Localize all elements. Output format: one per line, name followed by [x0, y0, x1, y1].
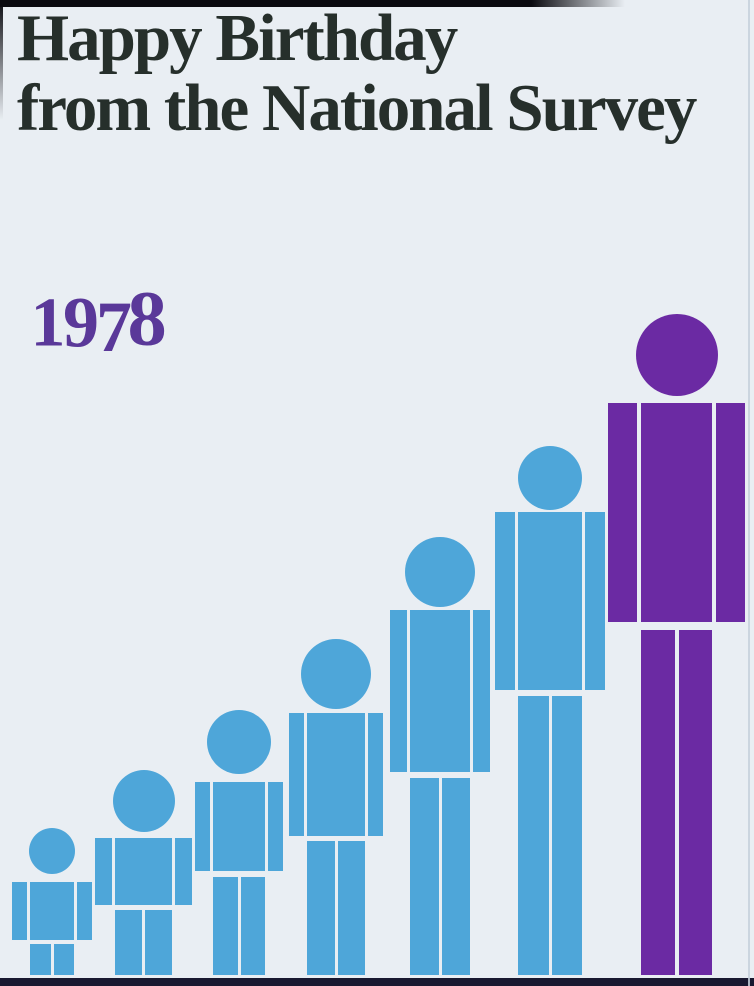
person-leg-right	[145, 910, 172, 975]
person-arm-left	[12, 882, 27, 940]
year-digit: 9	[63, 282, 99, 363]
person-leg-left	[518, 696, 549, 975]
person-head	[29, 828, 75, 874]
person-head	[112, 770, 175, 832]
person-arm-left	[608, 403, 637, 622]
person-torso	[213, 782, 265, 871]
poster-title: Happy Birthday from the National Survey	[17, 1, 697, 145]
person-leg-left	[115, 910, 142, 975]
person-arm-left	[289, 713, 304, 836]
person-leg-right	[678, 630, 712, 975]
page-edge-line	[748, 0, 750, 986]
person-arm-right	[473, 610, 490, 772]
person-arm-right	[77, 882, 92, 940]
person-head	[207, 710, 271, 774]
person-arm-right	[585, 512, 605, 690]
person-torso	[410, 610, 470, 772]
top-edge-artifact	[0, 0, 625, 7]
left-edge-artifact	[0, 0, 3, 120]
person-leg-right	[240, 877, 265, 975]
person-leg-left	[213, 877, 238, 975]
year-label: 1978	[30, 279, 166, 363]
person-leg-left	[410, 778, 439, 975]
person-torso	[307, 713, 365, 836]
person-leg-right	[53, 944, 74, 975]
year-digit: 7	[96, 287, 132, 368]
person-arm-left	[390, 610, 407, 772]
person-arm-left	[195, 782, 210, 871]
person-torso	[518, 512, 582, 690]
year-digit: 1	[30, 283, 65, 361]
person-leg-left	[641, 630, 675, 975]
person-torso	[115, 838, 172, 905]
person-head	[301, 639, 371, 709]
person-leg-left	[307, 841, 335, 975]
person-arm-left	[95, 838, 112, 905]
person-arm-right	[716, 403, 745, 622]
person-leg-left	[30, 944, 51, 975]
person-head	[405, 537, 475, 607]
person-head	[635, 314, 718, 396]
year-digit: 8	[127, 274, 167, 362]
person-leg-right	[337, 841, 365, 975]
person-arm-right	[268, 782, 283, 871]
person-leg-right	[551, 696, 582, 975]
bottom-edge-artifact	[0, 978, 754, 986]
person-leg-right	[441, 778, 470, 975]
person-head	[518, 446, 582, 510]
title-line-1: Happy Birthday	[17, 1, 458, 75]
person-arm-left	[495, 512, 515, 690]
title-line-2: from the National Survey	[17, 71, 697, 145]
person-torso	[30, 882, 74, 940]
person-torso	[641, 403, 712, 622]
person-arm-right	[368, 713, 383, 836]
person-arm-right	[175, 838, 192, 905]
